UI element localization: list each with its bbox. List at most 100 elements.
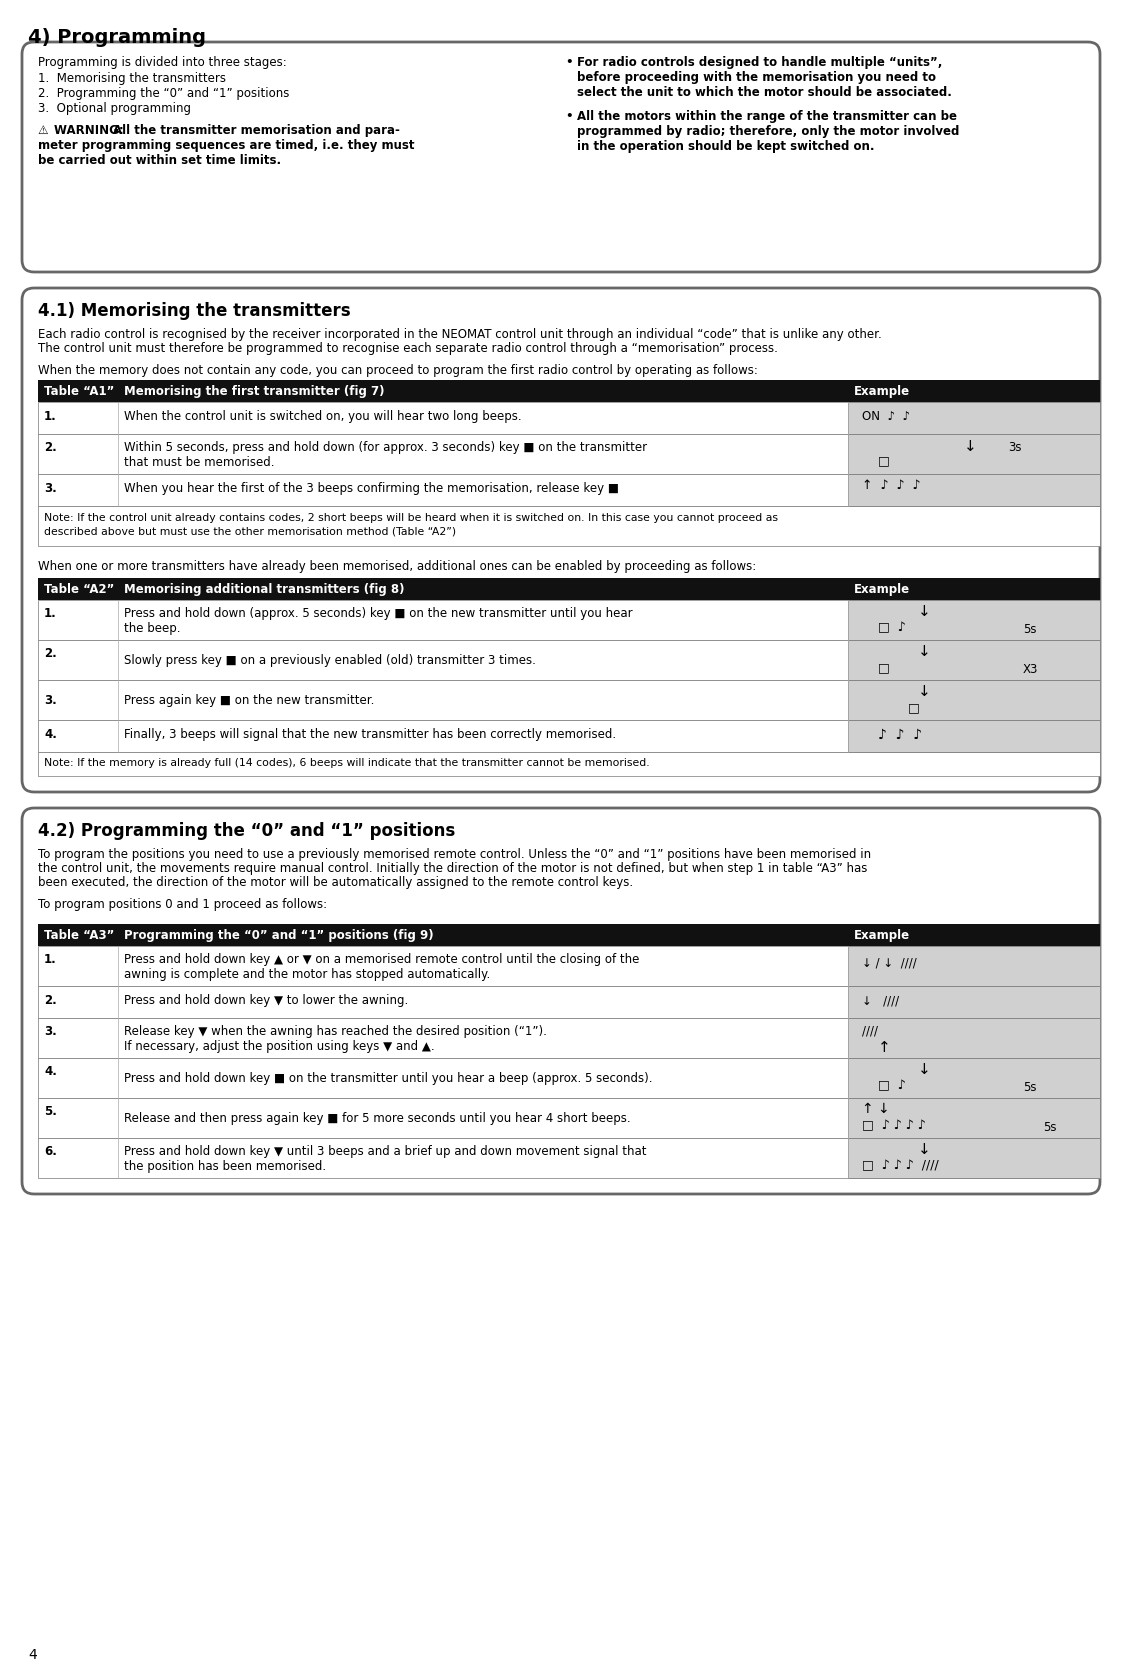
Bar: [848, 946, 1100, 985]
Text: 5s: 5s: [1023, 624, 1037, 635]
Text: programmed by radio; therefore, only the motor involved: programmed by radio; therefore, only the…: [577, 124, 959, 138]
Text: 4.: 4.: [44, 1065, 57, 1078]
Bar: [848, 435, 1100, 474]
Text: 1.: 1.: [44, 952, 57, 966]
Text: ↓: ↓: [918, 1141, 931, 1156]
Bar: [848, 601, 1100, 640]
Bar: [38, 401, 1100, 435]
Bar: [38, 640, 1100, 680]
Text: 3.: 3.: [44, 483, 57, 494]
Text: 4: 4: [28, 1647, 37, 1659]
Text: For radio controls designed to handle multiple “units”,: For radio controls designed to handle mu…: [577, 56, 942, 70]
Bar: [38, 380, 1100, 401]
Text: 5s: 5s: [1043, 1121, 1057, 1135]
Text: 2.  Programming the “0” and “1” positions: 2. Programming the “0” and “1” positions: [38, 86, 289, 100]
Text: Memorising the first transmitter (fig 7): Memorising the first transmitter (fig 7): [125, 385, 385, 398]
Text: When the control unit is switched on, you will hear two long beeps.: When the control unit is switched on, yo…: [125, 410, 522, 423]
Text: ↑ ↓: ↑ ↓: [862, 1102, 890, 1117]
Text: Within 5 seconds, press and hold down (for approx. 3 seconds) key ■ on the trans: Within 5 seconds, press and hold down (f…: [125, 441, 647, 455]
Text: 1.: 1.: [44, 607, 57, 620]
Text: 4.: 4.: [44, 728, 57, 742]
Bar: [38, 1098, 1100, 1138]
Text: ↓: ↓: [918, 684, 931, 698]
Text: When you hear the first of the 3 beeps confirming the memorisation, release key : When you hear the first of the 3 beeps c…: [125, 483, 619, 494]
Text: Table “A1”: Table “A1”: [44, 385, 114, 398]
Text: To program the positions you need to use a previously memorised remote control. : To program the positions you need to use…: [38, 848, 871, 861]
Text: ↓ / ↓  ////: ↓ / ↓ ////: [862, 956, 917, 969]
Text: 4) Programming: 4) Programming: [28, 28, 206, 46]
FancyBboxPatch shape: [22, 808, 1100, 1194]
Text: Example: Example: [854, 385, 910, 398]
Text: If necessary, adjust the position using keys ▼ and ▲.: If necessary, adjust the position using …: [125, 1040, 434, 1053]
Bar: [38, 720, 1100, 752]
Text: be carried out within set time limits.: be carried out within set time limits.: [38, 154, 282, 168]
Text: All the motors within the range of the transmitter can be: All the motors within the range of the t…: [577, 109, 957, 123]
Text: 2.: 2.: [44, 647, 57, 660]
Text: □  ♪: □ ♪: [879, 620, 905, 634]
Text: 5.: 5.: [44, 1105, 57, 1118]
Bar: [38, 577, 1100, 601]
Text: ⚠: ⚠: [38, 124, 53, 138]
Text: 5s: 5s: [1023, 1082, 1037, 1093]
Text: To program positions 0 and 1 proceed as follows:: To program positions 0 and 1 proceed as …: [38, 898, 328, 911]
Text: meter programming sequences are timed, i.e. they must: meter programming sequences are timed, i…: [38, 139, 414, 153]
Bar: [38, 1138, 1100, 1178]
Bar: [38, 924, 1100, 946]
Bar: [848, 680, 1100, 720]
Text: Release key ▼ when the awning has reached the desired position (“1”).: Release key ▼ when the awning has reache…: [125, 1025, 546, 1039]
Text: •: •: [565, 56, 572, 70]
Bar: [38, 985, 1100, 1019]
Text: in the operation should be kept switched on.: in the operation should be kept switched…: [577, 139, 874, 153]
Text: 4.2) Programming the “0” and “1” positions: 4.2) Programming the “0” and “1” positio…: [38, 821, 456, 839]
Text: Table “A2”: Table “A2”: [44, 582, 114, 596]
Text: Programming is divided into three stages:: Programming is divided into three stages…: [38, 56, 287, 70]
Text: ↓: ↓: [918, 1062, 931, 1077]
Text: been executed, the direction of the motor will be automatically assigned to the : been executed, the direction of the moto…: [38, 876, 633, 889]
Text: □: □: [879, 660, 890, 674]
Text: □  ♪ ♪ ♪ ♪: □ ♪ ♪ ♪ ♪: [862, 1120, 926, 1131]
Text: □: □: [908, 702, 920, 713]
Text: 1.: 1.: [44, 410, 57, 423]
Text: •: •: [565, 109, 572, 123]
Bar: [38, 680, 1100, 720]
Text: 3.: 3.: [44, 693, 57, 707]
Text: 6.: 6.: [44, 1145, 57, 1158]
Text: that must be memorised.: that must be memorised.: [125, 456, 275, 469]
Text: Press and hold down key ▼ to lower the awning.: Press and hold down key ▼ to lower the a…: [125, 994, 408, 1007]
Text: □: □: [879, 455, 890, 466]
Text: □  ♪ ♪ ♪  ////: □ ♪ ♪ ♪ ////: [862, 1160, 939, 1171]
Text: ↓: ↓: [964, 440, 977, 455]
Text: 3.  Optional programming: 3. Optional programming: [38, 101, 191, 114]
Text: Press again key ■ on the new transmitter.: Press again key ■ on the new transmitter…: [125, 693, 375, 707]
Bar: [38, 506, 1100, 546]
Text: 2.: 2.: [44, 994, 57, 1007]
Text: The control unit must therefore be programmed to recognise each separate radio c: The control unit must therefore be progr…: [38, 342, 778, 355]
Bar: [38, 946, 1100, 985]
Text: Programming the “0” and “1” positions (fig 9): Programming the “0” and “1” positions (f…: [125, 929, 433, 942]
Text: Each radio control is recognised by the receiver incorporated in the NEOMAT cont: Each radio control is recognised by the …: [38, 328, 882, 342]
Bar: [848, 720, 1100, 752]
Text: Example: Example: [854, 929, 910, 942]
Text: All the transmitter memorisation and para-: All the transmitter memorisation and par…: [113, 124, 399, 138]
Text: WARNING:: WARNING:: [54, 124, 128, 138]
Text: ↑: ↑: [879, 1040, 891, 1055]
Bar: [848, 1058, 1100, 1098]
Text: 3.: 3.: [44, 1025, 57, 1039]
Text: Release and then press again key ■ for 5 more seconds until you hear 4 short bee: Release and then press again key ■ for 5…: [125, 1112, 631, 1125]
Bar: [38, 435, 1100, 474]
Bar: [848, 401, 1100, 435]
Text: When the memory does not contain any code, you can proceed to program the first : When the memory does not contain any cod…: [38, 363, 757, 377]
Text: 1.  Memorising the transmitters: 1. Memorising the transmitters: [38, 71, 226, 85]
Text: ↓: ↓: [918, 604, 931, 619]
Bar: [848, 985, 1100, 1019]
Text: 3s: 3s: [1008, 441, 1021, 455]
Text: □  ♪: □ ♪: [879, 1078, 905, 1092]
Bar: [848, 1138, 1100, 1178]
Bar: [38, 752, 1100, 776]
Bar: [38, 601, 1100, 640]
Text: the position has been memorised.: the position has been memorised.: [125, 1160, 327, 1173]
Bar: [848, 640, 1100, 680]
Text: Press and hold down key ▼ until 3 beeps and a brief up and down movement signal : Press and hold down key ▼ until 3 beeps …: [125, 1145, 646, 1158]
Text: ↓   ////: ↓ ////: [862, 994, 899, 1007]
Text: ON  ♪  ♪: ON ♪ ♪: [862, 410, 910, 423]
